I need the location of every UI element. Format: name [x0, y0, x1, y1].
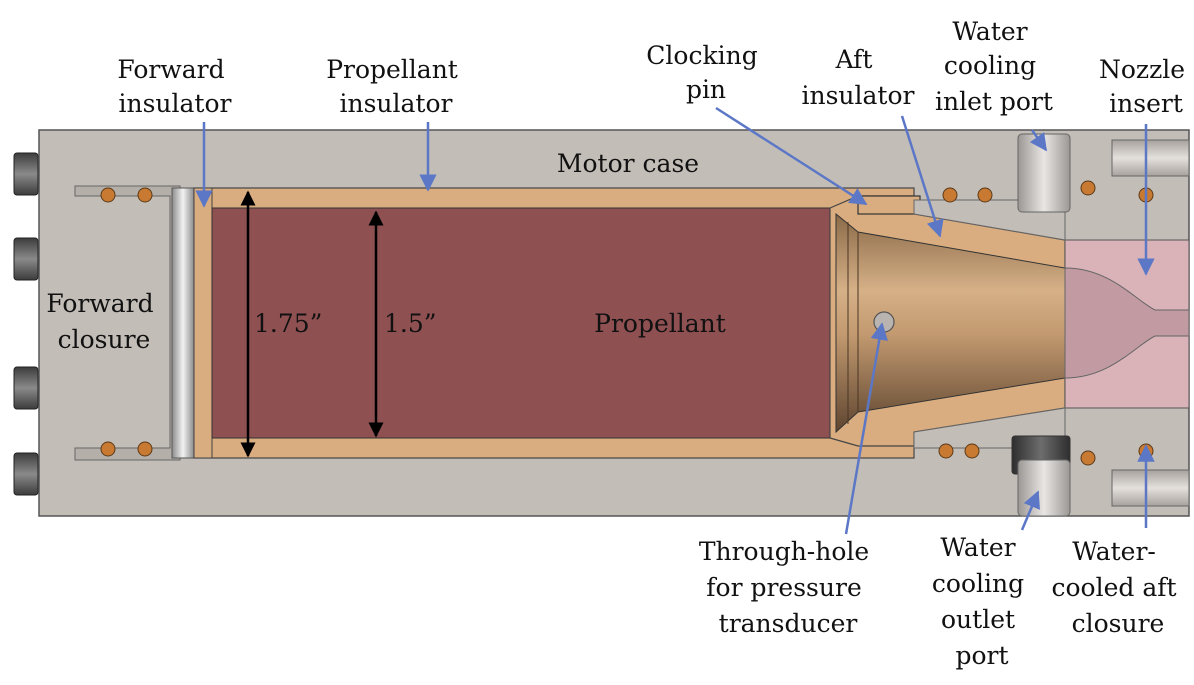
label-forward-insulator: Forward insulator — [117, 55, 232, 118]
label-forward-closure: Forward closure — [46, 289, 161, 354]
nozzle-throat — [1064, 267, 1190, 379]
aft-pipe-lower — [1111, 469, 1190, 507]
forward-closure-plate — [171, 187, 195, 459]
forward-closure-bolts — [13, 152, 39, 496]
label-nozzle-insert: Nozzle insert — [1099, 55, 1193, 118]
callouts — [195, 106, 1155, 535]
aft-pipe-upper — [1111, 139, 1190, 177]
propellant-grain — [211, 207, 833, 439]
label-inner-diameter: 1.5” — [384, 309, 437, 338]
forward-insulator — [193, 187, 213, 459]
pressure-through-hole — [873, 311, 895, 333]
label-motor-case: Motor case — [557, 149, 699, 178]
label-water-inlet: Water cooling inlet port — [935, 17, 1053, 116]
label-water-cooled-aft-closure: Water- cooled aft closure — [1051, 537, 1184, 638]
label-through-hole: Through-hole for pressure transducer — [699, 537, 877, 638]
label-propellant: Propellant — [594, 309, 726, 338]
clocking-pin — [857, 195, 921, 215]
label-propellant-insulator: Propellant insulator — [326, 55, 466, 118]
label-water-outlet: Water cooling outlet port — [932, 533, 1032, 670]
label-outer-diameter: 1.75” — [254, 309, 322, 338]
water-outlet-port — [1017, 459, 1071, 517]
label-clocking-pin: Clocking pin — [646, 41, 765, 104]
label-aft-insulator: Aft insulator — [802, 45, 915, 110]
